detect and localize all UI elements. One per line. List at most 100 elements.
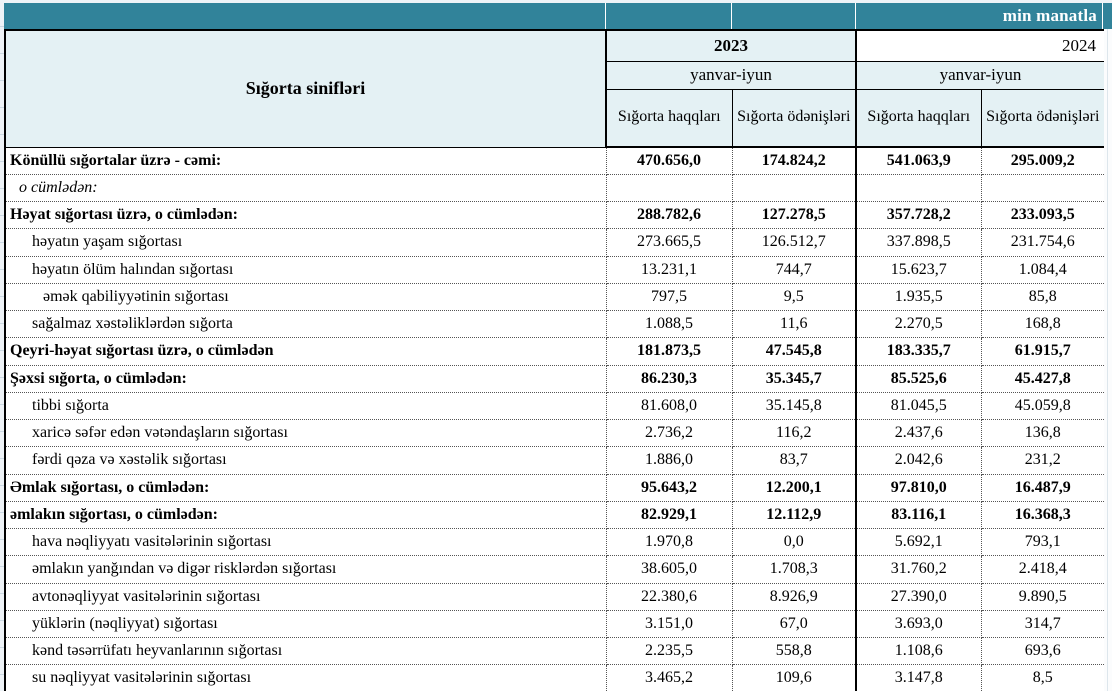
unit-band-segment: min manatla: [855, 3, 1102, 29]
unit-band: min manatla: [4, 3, 1112, 29]
table-row: həyatın yaşam sığortası 273.665,5 126.51…: [5, 228, 1105, 257]
value-2023-payments: [732, 174, 857, 203]
value-2024-payments: 136,8: [981, 419, 1105, 448]
value-2023-premiums: 1.970,8: [606, 528, 733, 557]
value-2023-payments: 12.200,1: [732, 474, 857, 502]
value-2024-payments: 793,1: [981, 528, 1105, 557]
value-2023-premiums: 1.088,5: [606, 310, 733, 339]
row-label: kənd təsərrüfatı heyvanlarının sığortası: [5, 637, 607, 666]
period-2023-header: yanvar-iyun: [605, 60, 857, 90]
value-2023-payments: 9,5: [732, 283, 857, 312]
row-label: avtonəqliyyat vasitələrinin sığortası: [5, 583, 607, 611]
sheet-gridline: [1107, 29, 1108, 691]
value-2023-premiums: 82.929,1: [606, 501, 733, 530]
value-2024-payments: 693,6: [981, 637, 1105, 666]
value-2023-premiums: 22.380,6: [606, 583, 733, 611]
table-head-section: Sığorta sinifləri 2023 2024 yanvar-iyun …: [4, 29, 1106, 148]
value-2024-payments: 16.487,9: [981, 474, 1105, 502]
row-label: əmək qabiliyyətinin sığortası: [5, 283, 607, 312]
value-2023-payments: 744,7: [732, 256, 857, 284]
value-2023-premiums: 288.782,6: [606, 201, 733, 230]
value-2024-premiums: 1.935,5: [856, 283, 982, 312]
value-2024-premiums: 3.147,8: [856, 664, 982, 691]
row-label: hava nəqliyyatı vasitələrinin sığortası: [5, 528, 607, 557]
value-2024-premiums: 15.623,7: [856, 256, 982, 284]
table-row: Qeyri-həyat sığortası üzrə, o cümlədən 1…: [5, 337, 1105, 366]
sheet-margin-top: [0, 0, 1112, 3]
value-2024-payments: 45.427,8: [981, 365, 1105, 393]
value-2023-payments: 12.112,9: [732, 501, 857, 530]
value-2023-payments: 35.345,7: [732, 365, 857, 393]
value-2023-premiums: 273.665,5: [606, 228, 733, 257]
column-header-row: Sığorta haqqları Sığorta ödənişləri Sığo…: [5, 88, 1106, 148]
year-2023-header: 2023: [605, 29, 857, 62]
value-2024-premiums: 2.437,6: [856, 419, 982, 448]
table-row: Əmlak sığortası, o cümlədən: 95.643,2 12…: [5, 474, 1105, 502]
row-label: həyatın ölüm halından sığortası: [5, 256, 607, 284]
col-header-2023-payments: Sığorta ödənişləri: [731, 88, 857, 148]
value-2023-payments: 8.926,9: [732, 583, 857, 611]
sheet-margin-left: [0, 0, 4, 691]
value-2023-premiums: [606, 174, 733, 203]
value-2024-premiums: 357.728,2: [856, 201, 982, 230]
row-label: həyatın yaşam sığortası: [5, 228, 607, 257]
value-2023-premiums: 95.643,2: [606, 474, 733, 502]
value-2023-premiums: 3.465,2: [606, 664, 733, 691]
row-label: xaricə səfər edən vətəndaşların sığortas…: [5, 419, 607, 448]
value-2024-payments: 45.059,8: [981, 392, 1105, 421]
row-label: o cümlədən:: [5, 174, 607, 203]
value-2024-premiums: 83.116,1: [856, 501, 982, 530]
value-2024-premiums: 97.810,0: [856, 474, 982, 502]
value-2023-premiums: 38.605,0: [606, 555, 733, 584]
value-2024-premiums: 2.270,5: [856, 310, 982, 339]
unit-band-segment: [4, 3, 605, 29]
value-2024-payments: 2.418,4: [981, 555, 1105, 584]
col-header-2024-payments: Sığorta ödənişləri: [980, 88, 1106, 148]
period-2024-header: yanvar-iyun: [855, 60, 1106, 90]
value-2024-premiums: 3.693,0: [856, 610, 982, 639]
value-2023-payments: 109,6: [732, 664, 857, 691]
value-2024-premiums: 81.045,5: [856, 392, 982, 421]
table-row: su nəqliyyat vasitələrinin sığortası 3.4…: [5, 664, 1105, 691]
table-body: Könüllü sığortalar üzrə - cəmi: 470.656,…: [5, 147, 1105, 691]
table-row: Şəxsi sığorta, o cümlədən: 86.230,3 35.3…: [5, 365, 1105, 393]
value-2024-premiums: [856, 174, 982, 203]
unit-label: min manatla: [1002, 6, 1097, 25]
value-2023-premiums: 470.656,0: [606, 147, 733, 175]
value-2024-payments: 168,8: [981, 310, 1105, 339]
value-2023-payments: 35.145,8: [732, 392, 857, 421]
unit-band-segment: [1102, 3, 1112, 29]
row-label: tibbi sığorta: [5, 392, 607, 421]
unit-band-segment: [605, 3, 731, 29]
value-2024-payments: [981, 174, 1105, 203]
value-2023-premiums: 86.230,3: [606, 365, 733, 393]
insurance-table: Sığorta sinifləri 2023 2024 yanvar-iyun …: [4, 29, 1106, 691]
table-row: əmək qabiliyyətinin sığortası 797,5 9,5 …: [5, 283, 1105, 312]
value-2024-payments: 8,5: [981, 664, 1105, 691]
value-2024-premiums: 1.108,6: [856, 637, 982, 666]
value-2024-payments: 1.084,4: [981, 256, 1105, 284]
value-2024-payments: 233.093,5: [981, 201, 1105, 230]
row-label: yüklərin (nəqliyyat) sığortası: [5, 610, 607, 639]
table-row: əmlakın sığortası, o cümlədən: 82.929,1 …: [5, 501, 1105, 530]
value-2024-payments: 295.009,2: [981, 147, 1105, 175]
value-2024-premiums: 337.898,5: [856, 228, 982, 257]
value-2023-payments: 174.824,2: [732, 147, 857, 175]
row-label: Könüllü sığortalar üzrə - cəmi:: [5, 147, 607, 175]
value-2024-premiums: 541.063,9: [856, 147, 982, 175]
row-label: fərdi qəza və xəstəlik sığortası: [5, 446, 607, 475]
value-2024-premiums: 5.692,1: [856, 528, 982, 557]
row-label: əmlakın yanğından və digər risklərdən sı…: [5, 555, 607, 584]
value-2024-payments: 231.754,6: [981, 228, 1105, 257]
value-2024-payments: 61.915,7: [981, 337, 1105, 366]
value-2023-payments: 126.512,7: [732, 228, 857, 257]
value-2024-payments: 9.890,5: [981, 583, 1105, 611]
value-2024-payments: 16.368,3: [981, 501, 1105, 530]
table-row: tibbi sığorta 81.608,0 35.145,8 81.045,5…: [5, 392, 1105, 421]
row-label: Həyat sığortası üzrə, o cümlədən:: [5, 201, 607, 230]
col-header-2024-premiums: Sığorta haqqları: [855, 88, 982, 148]
value-2024-premiums: 2.042,6: [856, 446, 982, 475]
value-2023-premiums: 81.608,0: [606, 392, 733, 421]
value-2024-payments: 314,7: [981, 610, 1105, 639]
